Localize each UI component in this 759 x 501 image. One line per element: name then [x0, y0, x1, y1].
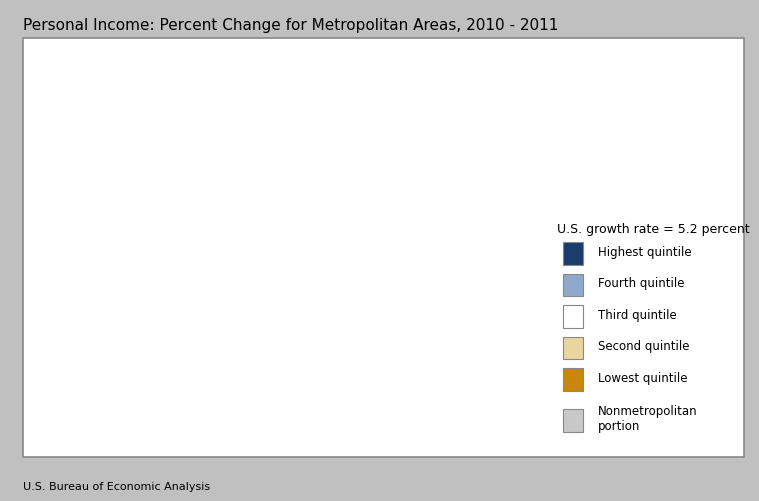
- Text: Personal Income: Percent Change for Metropolitan Areas, 2010 - 2011: Personal Income: Percent Change for Metr…: [23, 18, 558, 33]
- Bar: [563, 337, 584, 360]
- Text: U.S. growth rate = 5.2 percent: U.S. growth rate = 5.2 percent: [557, 222, 749, 235]
- Text: Second quintile: Second quintile: [598, 340, 689, 353]
- Bar: [563, 274, 584, 297]
- Bar: [563, 306, 584, 328]
- Text: Highest quintile: Highest quintile: [598, 245, 691, 258]
- Bar: [563, 242, 584, 265]
- Text: Third quintile: Third quintile: [598, 308, 676, 321]
- Text: Lowest quintile: Lowest quintile: [598, 371, 687, 384]
- Text: Nonmetropolitan
portion: Nonmetropolitan portion: [598, 404, 698, 432]
- Bar: [563, 369, 584, 391]
- Text: Fourth quintile: Fourth quintile: [598, 277, 684, 290]
- Bar: [563, 409, 584, 432]
- Text: U.S. Bureau of Economic Analysis: U.S. Bureau of Economic Analysis: [23, 481, 210, 491]
